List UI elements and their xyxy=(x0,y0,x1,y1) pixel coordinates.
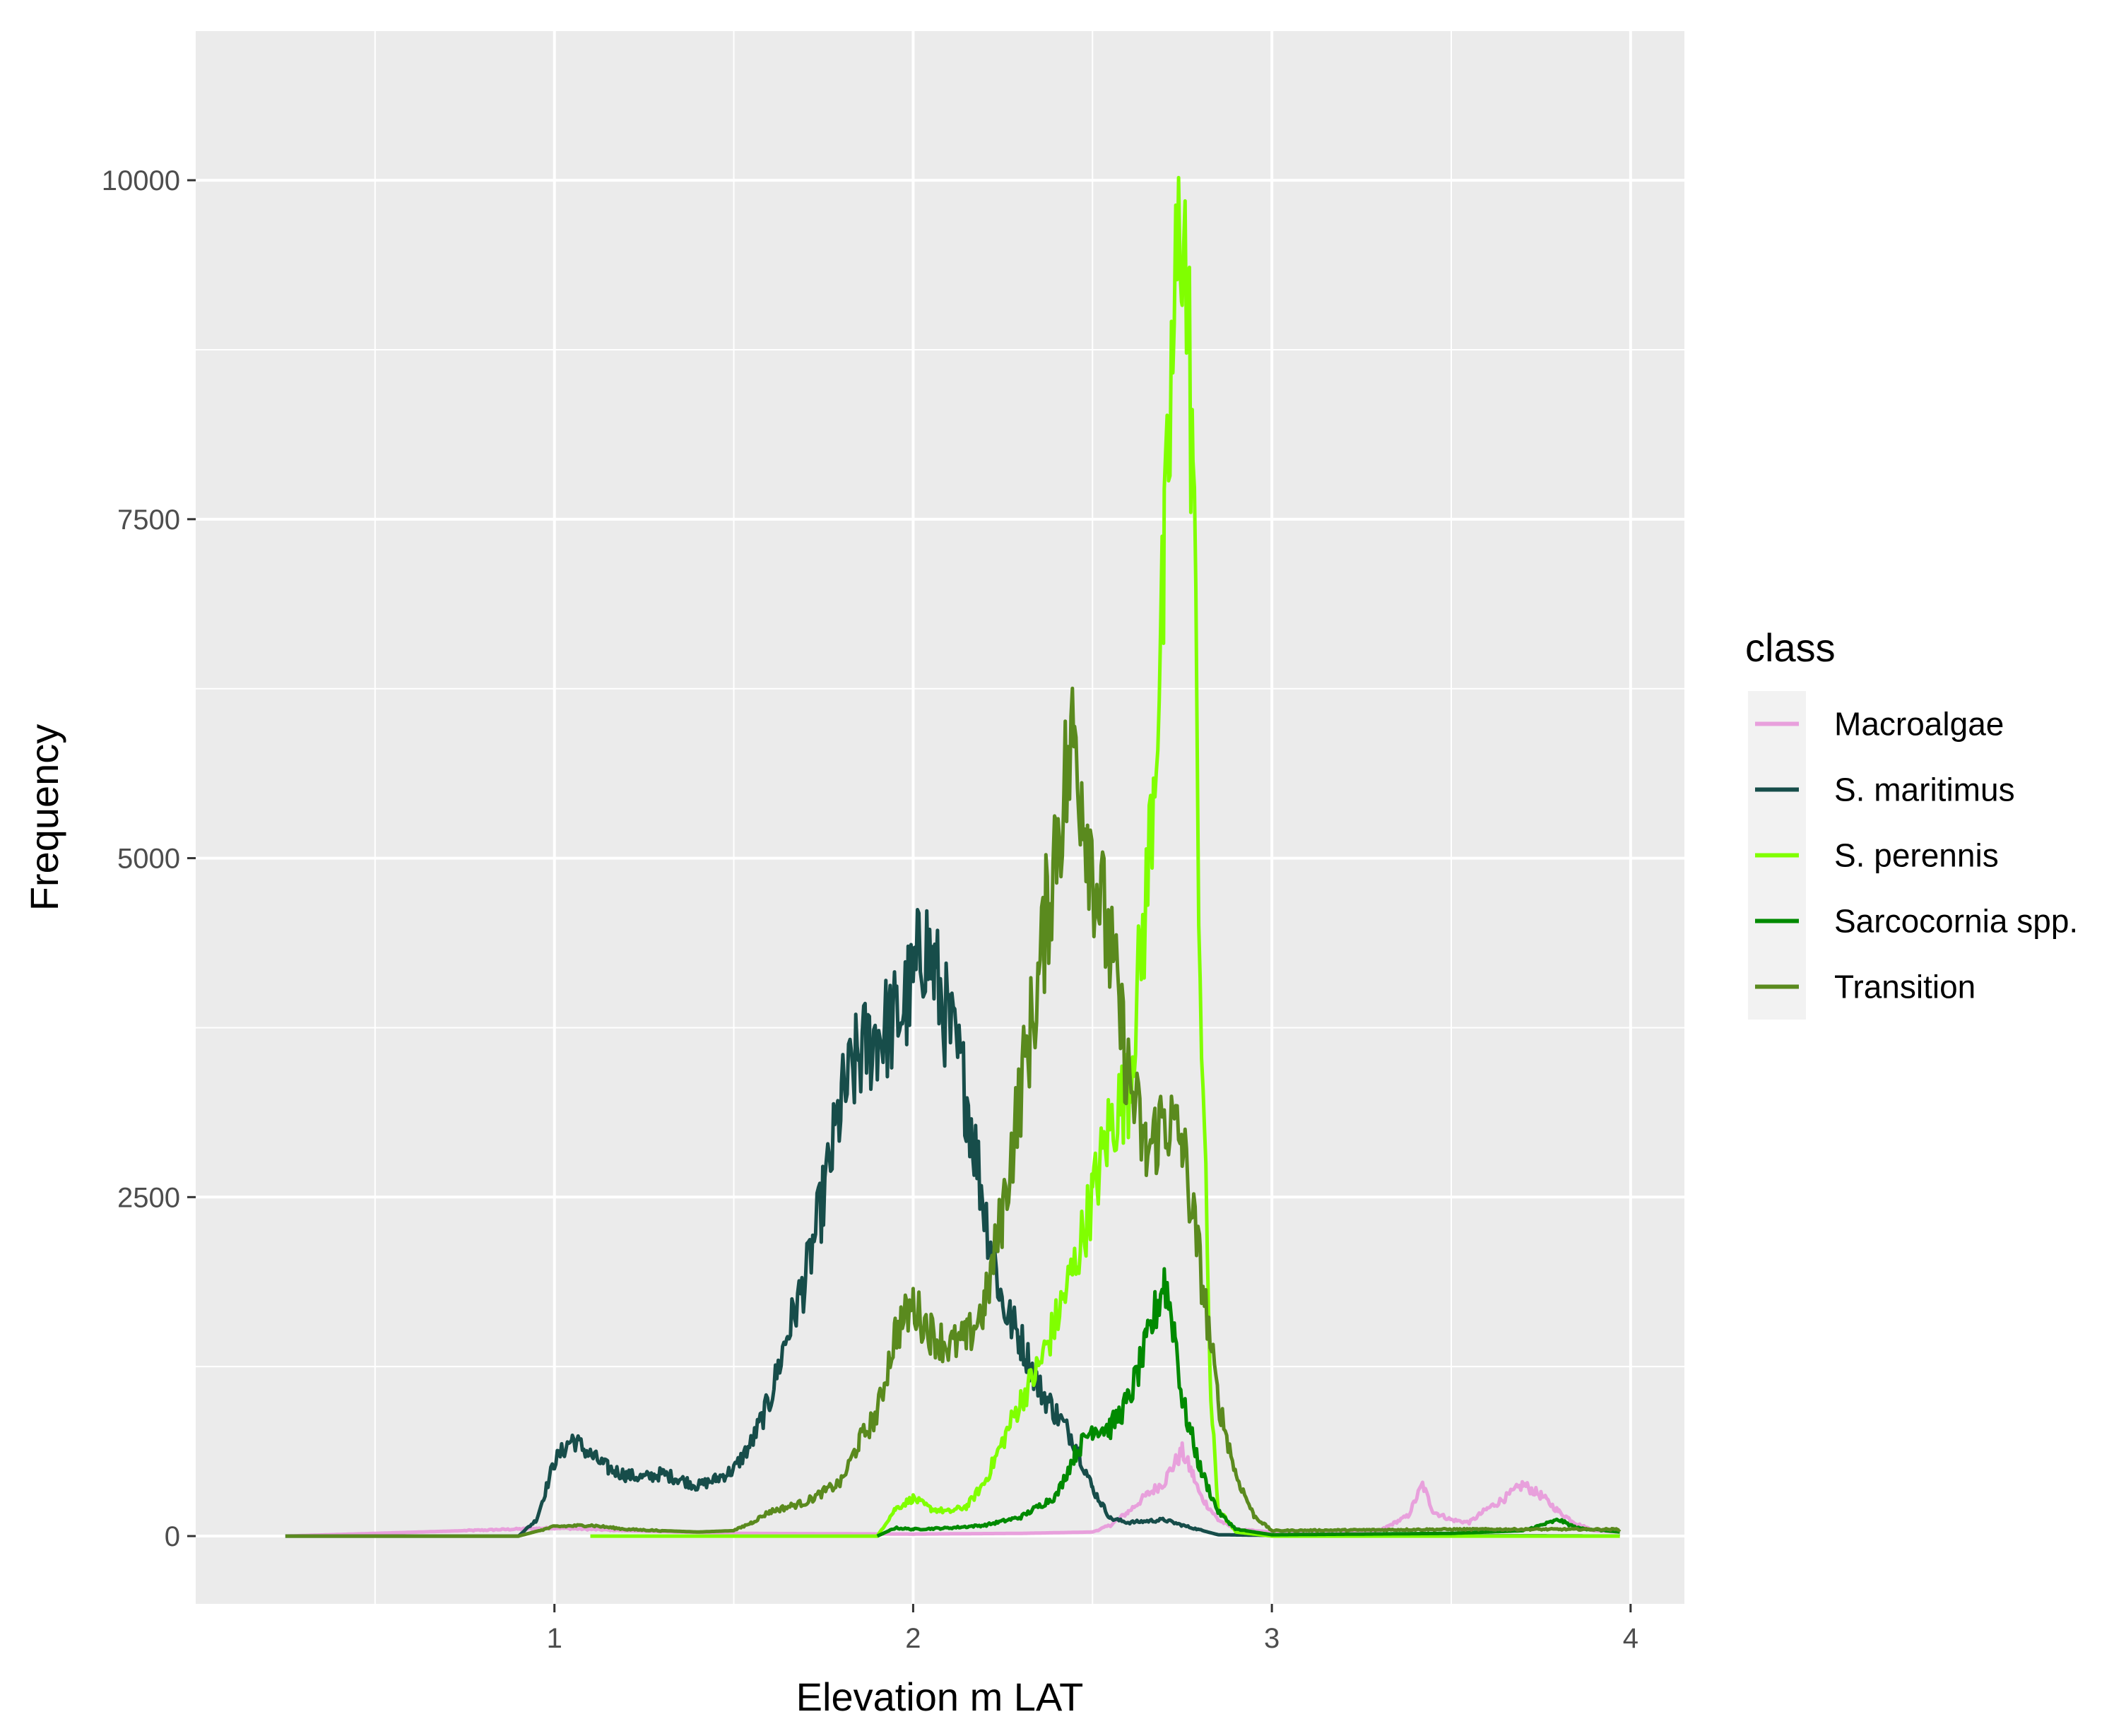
legend: class Macroalgae S. maritimus S. perennis S… xyxy=(1745,625,2078,1020)
y-tick-label: 2500 xyxy=(117,1182,180,1213)
legend-entry-label: Transition xyxy=(1834,969,1976,1005)
legend-entry-label: Sarcocornia spp. xyxy=(1834,903,2078,940)
y-axis-title: Frequency xyxy=(22,724,66,911)
legend-title: class xyxy=(1745,625,1836,670)
x-tick-label: 3 xyxy=(1264,1623,1280,1654)
series-line-s-perennis xyxy=(590,175,1622,1538)
y-axis-ticks: 0 2500 5000 7500 10000 xyxy=(102,165,196,1552)
x-tick-label: 4 xyxy=(1623,1623,1638,1654)
series-line-transition xyxy=(285,686,1622,1538)
legend-entry-label: S. perennis xyxy=(1834,837,1999,874)
legend-entry-label: Macroalgae xyxy=(1834,706,2004,743)
x-tick-label: 1 xyxy=(547,1623,562,1654)
legend-entry-label: S. maritimus xyxy=(1834,772,2015,808)
x-axis-title: Elevation m LAT xyxy=(796,1675,1084,1719)
x-tick-label: 2 xyxy=(905,1623,921,1654)
x-axis-ticks: 1 2 3 4 xyxy=(547,1604,1638,1654)
y-tick-label: 10000 xyxy=(102,165,180,196)
series-line-sarcocornia-spp xyxy=(876,1267,1621,1538)
y-tick-label: 7500 xyxy=(117,504,180,536)
y-tick-label: 0 xyxy=(165,1521,180,1552)
series-lines xyxy=(285,175,1622,1538)
minor-gridlines xyxy=(196,31,1684,1604)
series-line-macroalgae xyxy=(285,1441,1622,1538)
panel-background xyxy=(196,31,1684,1604)
y-tick-label: 5000 xyxy=(117,844,180,875)
